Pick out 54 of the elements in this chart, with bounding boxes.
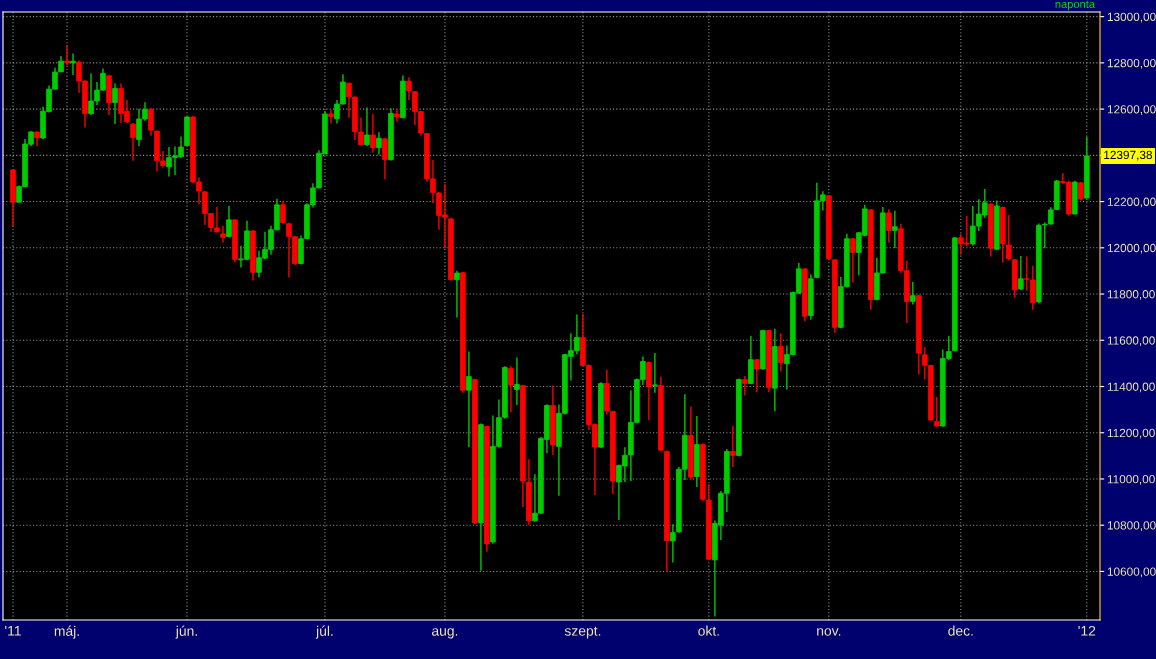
candlestick	[328, 109, 334, 125]
text: naponta	[1055, 0, 1095, 11]
candlestick	[382, 137, 388, 181]
candlestick	[280, 200, 286, 225]
candlestick	[406, 76, 412, 101]
candlestick	[454, 269, 460, 319]
y-tick-label: 10600,00	[1107, 567, 1156, 578]
candlestick	[226, 205, 232, 239]
y-tick-label: 12200,00	[1107, 197, 1156, 208]
x-tick-label: júl.	[315, 625, 333, 639]
candlestick	[364, 106, 370, 147]
candlestick	[220, 225, 226, 244]
candlestick	[112, 82, 118, 125]
candlestick	[376, 131, 382, 156]
y-tick-label: 11800,00	[1107, 290, 1155, 300]
y-tick-label: 12000,00	[1107, 243, 1156, 254]
candlestick	[466, 350, 472, 448]
x-tick-label: szept.	[564, 626, 601, 639]
candlestick	[130, 122, 136, 162]
candlestick	[370, 113, 376, 154]
candlestick	[64, 44, 70, 66]
y-tick-label: 11000,00	[1107, 475, 1155, 485]
y-tick-label: 12800,00	[1107, 58, 1156, 69]
x-tick-label: jún.	[175, 625, 197, 639]
candlestick	[886, 208, 892, 244]
x-tick-label: '12	[1078, 625, 1096, 636]
candlestick	[778, 332, 784, 372]
x-tick-label: nov.	[817, 628, 841, 636]
candlestick	[730, 425, 736, 468]
candlestick	[394, 108, 400, 123]
x-tick-label: máj.	[54, 625, 79, 639]
candlestick	[910, 281, 916, 306]
candlestick	[508, 365, 514, 413]
candlestick	[754, 358, 760, 393]
y-tick-label: 11400,00	[1107, 382, 1155, 393]
x-tick-label: okt.	[698, 625, 719, 636]
candlestick	[748, 334, 754, 385]
annotation: 12397,38	[1104, 150, 1153, 161]
candlestick	[70, 52, 76, 76]
y-tick-label: 11200,00	[1107, 428, 1155, 439]
candlestick	[514, 356, 520, 406]
candlestick	[742, 375, 748, 397]
x-tick-label: aug.	[432, 628, 458, 639]
y-tick-label: 11600,00	[1107, 336, 1155, 347]
x-tick-label: '11	[5, 626, 21, 636]
candlestick	[1018, 255, 1024, 291]
x-tick-label: dec.	[948, 625, 973, 636]
y-tick-label: 13000,00	[1107, 12, 1156, 23]
candlestick	[652, 352, 658, 394]
candlestick	[892, 210, 898, 249]
y-tick-label: 12600,00	[1107, 105, 1156, 115]
y-tick-label: 10800,00	[1107, 521, 1156, 532]
candlestick	[850, 237, 856, 284]
candlestick	[934, 396, 940, 428]
